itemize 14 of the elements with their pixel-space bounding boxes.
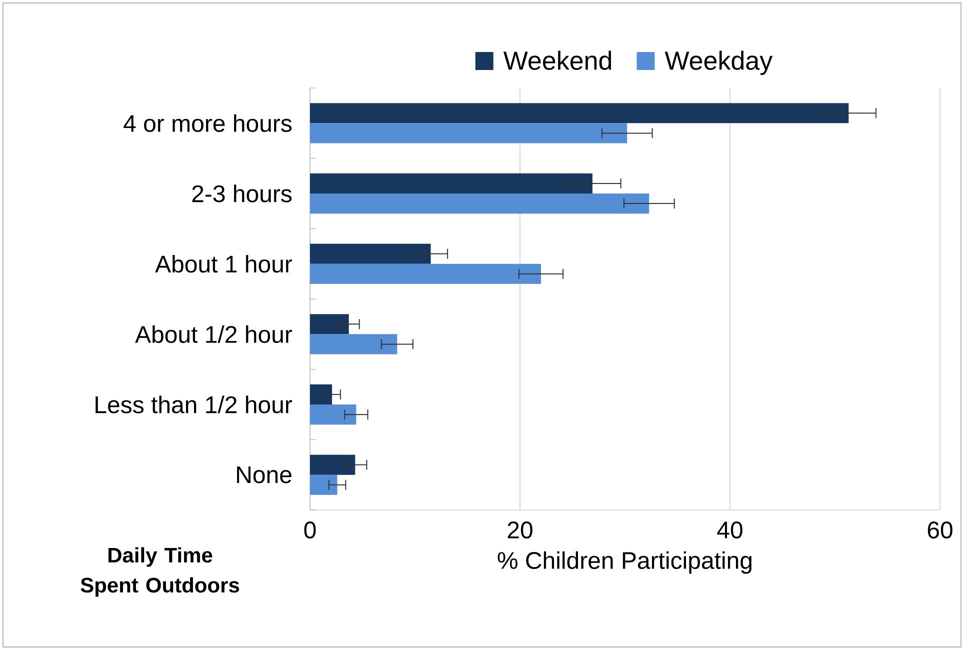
y-tick-label: Less than 1/2 hour xyxy=(96,396,292,414)
x-tick-label: 0 xyxy=(304,522,316,539)
y-tick-label: About 1/2 hour xyxy=(135,325,292,343)
x-tick-label: 60 xyxy=(928,522,952,539)
y-axis-title: Daily Time Spent Outdoors xyxy=(80,547,240,597)
legend-label: Weekend xyxy=(503,50,612,70)
x-axis-title: % Children Participating xyxy=(498,551,752,574)
y-tick-label: About 1 hour xyxy=(155,255,292,273)
y-tick-label: 2-3 hours xyxy=(192,184,292,202)
x-tick-label: 40 xyxy=(717,522,742,539)
y-tick-label: 4 or more hours xyxy=(124,114,292,132)
legend-label: Weekday xyxy=(664,50,773,76)
x-tick-label: 20 xyxy=(508,522,532,539)
y-tick-label: None xyxy=(237,466,292,484)
